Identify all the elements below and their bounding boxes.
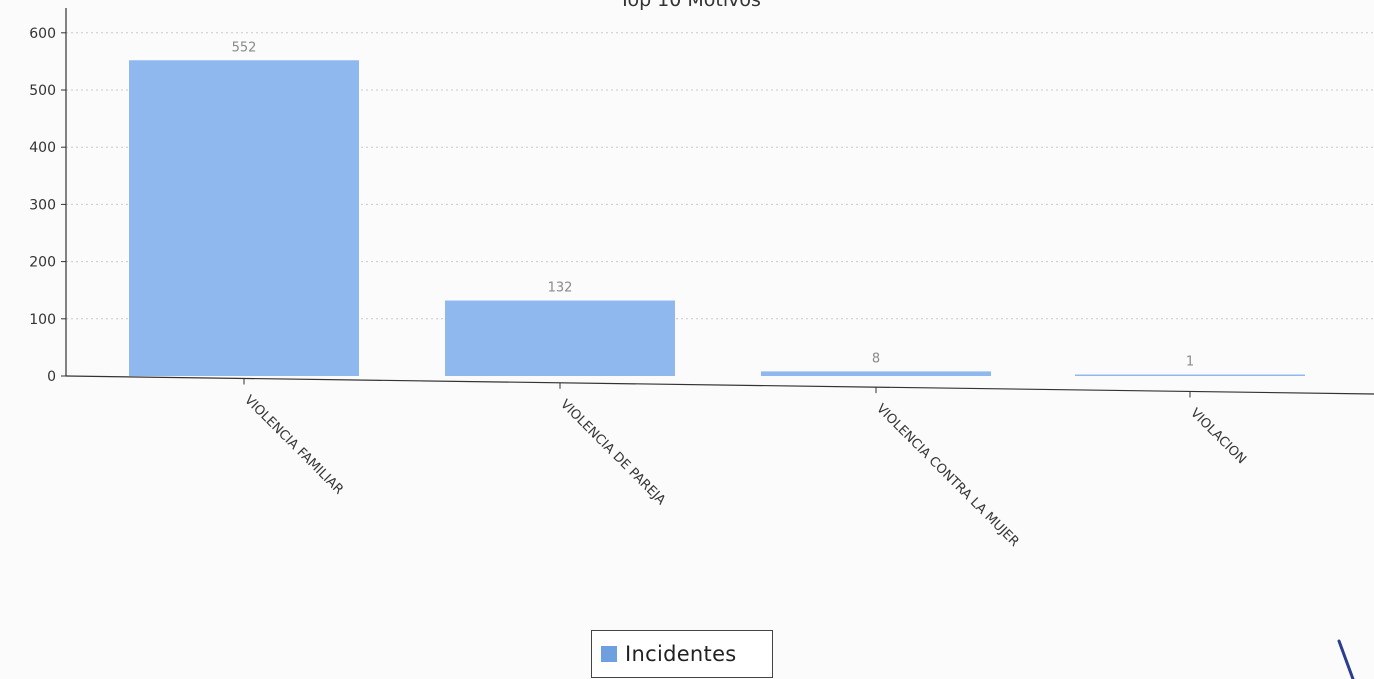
y-tick-label-200: 200 — [29, 255, 56, 271]
chart-title: Top 10 Motivos — [618, 0, 761, 11]
legend: Incidentes — [591, 630, 773, 678]
y-tick-label-600: 600 — [29, 26, 56, 42]
y-tick-label-300: 300 — [29, 197, 56, 213]
y-tick-label-500: 500 — [29, 83, 56, 99]
data-label-1: 132 — [548, 280, 573, 295]
grid-lines — [66, 32, 1374, 320]
legend-label-incidentes: Incidentes — [625, 642, 737, 666]
x-axis-line — [65, 375, 1374, 395]
data-label-3: 1 — [1186, 355, 1194, 370]
bar-1 — [445, 300, 675, 376]
bars — [129, 60, 1305, 376]
bar-3 — [1075, 374, 1305, 376]
bar-0 — [129, 60, 359, 376]
y-tick-label-400: 400 — [29, 140, 56, 156]
data-label-0: 552 — [232, 40, 257, 55]
data-label-2: 8 — [872, 351, 880, 366]
legend-swatch-incidentes — [601, 646, 617, 662]
y-tick-label-0: 0 — [47, 369, 56, 385]
axes — [61, 8, 1374, 398]
y-tick-label-100: 100 — [29, 312, 56, 328]
bar-2 — [761, 371, 991, 376]
